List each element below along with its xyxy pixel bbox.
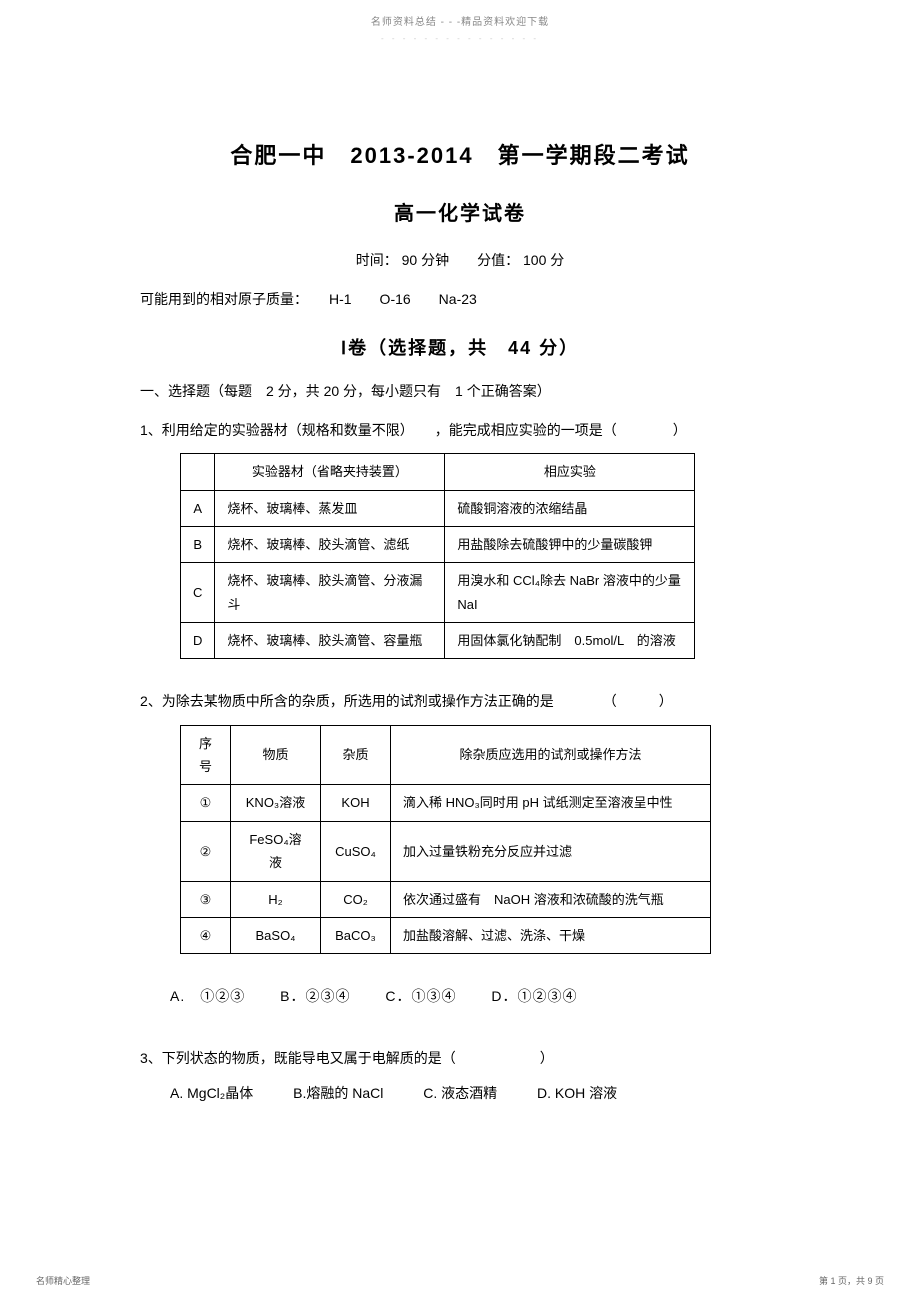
cell: 加盐酸溶解、过滤、洗涤、干燥 bbox=[391, 918, 711, 954]
table-row: B 烧杯、玻璃棒、胶头滴管、滤纸 用盐酸除去硫酸钾中的少量碳酸钾 bbox=[181, 526, 695, 562]
cell: ④ bbox=[181, 918, 231, 954]
cell: CO₂ bbox=[321, 881, 391, 917]
header-cell: 物质 bbox=[231, 725, 321, 785]
exam-subtitle: 高一化学试卷 bbox=[140, 196, 780, 232]
option-c: C．①③④ bbox=[385, 988, 456, 1004]
cell: H₂ bbox=[231, 881, 321, 917]
cell: 硫酸铜溶液的浓缩结晶 bbox=[445, 490, 695, 526]
cell: 依次通过盛有 NaOH 溶液和浓硫酸的洗气瓶 bbox=[391, 881, 711, 917]
table-row: C 烧杯、玻璃棒、胶头滴管、分液漏斗 用溴水和 CCl₄除去 NaBr 溶液中的… bbox=[181, 563, 695, 623]
exam-title: 合肥一中 2013-2014 第一学期段二考试 bbox=[140, 136, 780, 176]
footer-right: 第 1 页，共 9 页 bbox=[819, 1273, 884, 1289]
option-a: A. MgCl₂晶体 bbox=[170, 1085, 253, 1101]
header-cell: 相应实验 bbox=[445, 454, 695, 490]
instruction: 一、选择题（每题 2 分，共 20 分，每小题只有 1 个正确答案） bbox=[140, 379, 780, 404]
section-title: Ⅰ卷（选择题，共 44 分） bbox=[140, 332, 780, 364]
cell: 用固体氯化钠配制 0.5mol/L 的溶液 bbox=[445, 623, 695, 659]
content-area: 合肥一中 2013-2014 第一学期段二考试 高一化学试卷 时间： 90 分钟… bbox=[0, 46, 920, 1106]
cell: KOH bbox=[321, 785, 391, 821]
option-b: B.熔融的 NaCl bbox=[293, 1085, 383, 1101]
option-c: C. 液态酒精 bbox=[423, 1085, 497, 1101]
q3-stem: 3、下列状态的物质，既能导电又属于电解质的是（ ） bbox=[140, 1046, 780, 1071]
header-cell: 除杂质应选用的试剂或操作方法 bbox=[391, 725, 711, 785]
option-b: B．②③④ bbox=[280, 988, 350, 1004]
table-header-row: 序号 物质 杂质 除杂质应选用的试剂或操作方法 bbox=[181, 725, 711, 785]
cell: 用盐酸除去硫酸钾中的少量碳酸钾 bbox=[445, 526, 695, 562]
table-row: D 烧杯、玻璃棒、胶头滴管、容量瓶 用固体氯化钠配制 0.5mol/L 的溶液 bbox=[181, 623, 695, 659]
cell: BaSO₄ bbox=[231, 918, 321, 954]
q1-table: 实验器材（省略夹持装置） 相应实验 A 烧杯、玻璃棒、蒸发皿 硫酸铜溶液的浓缩结… bbox=[180, 453, 695, 659]
cell: 滴入稀 HNO₃同时用 pH 试纸测定至溶液呈中性 bbox=[391, 785, 711, 821]
cell: B bbox=[181, 526, 215, 562]
option-a: A. ①②③ bbox=[170, 988, 245, 1004]
q2-options: A. ①②③ B．②③④ C．①③④ D．①②③④ bbox=[170, 984, 780, 1009]
cell: ① bbox=[181, 785, 231, 821]
q2-stem: 2、为除去某物质中所含的杂质，所选用的试剂或操作方法正确的是 （ ） bbox=[140, 689, 780, 714]
table-row: A 烧杯、玻璃棒、蒸发皿 硫酸铜溶液的浓缩结晶 bbox=[181, 490, 695, 526]
footer-left: 名师精心整理 bbox=[36, 1273, 90, 1289]
table-header-row: 实验器材（省略夹持装置） 相应实验 bbox=[181, 454, 695, 490]
cell: 烧杯、玻璃棒、胶头滴管、容量瓶 bbox=[215, 623, 445, 659]
table-row: ④ BaSO₄ BaCO₃ 加盐酸溶解、过滤、洗涤、干燥 bbox=[181, 918, 711, 954]
cell: C bbox=[181, 563, 215, 623]
cell: 烧杯、玻璃棒、蒸发皿 bbox=[215, 490, 445, 526]
q3-options: A. MgCl₂晶体 B.熔融的 NaCl C. 液态酒精 D. KOH 溶液 bbox=[170, 1081, 780, 1106]
cell: ③ bbox=[181, 881, 231, 917]
header-cell bbox=[181, 454, 215, 490]
exam-meta: 时间： 90 分钟 分值： 100 分 bbox=[140, 248, 780, 273]
atomic-mass-note: 可能用到的相对原子质量： H-1 O-16 Na-23 bbox=[140, 287, 780, 312]
cell: A bbox=[181, 490, 215, 526]
cell: 用溴水和 CCl₄除去 NaBr 溶液中的少量 NaI bbox=[445, 563, 695, 623]
cell: ② bbox=[181, 821, 231, 881]
header-cell: 杂质 bbox=[321, 725, 391, 785]
cell: 烧杯、玻璃棒、胶头滴管、滤纸 bbox=[215, 526, 445, 562]
cell: FeSO₄溶液 bbox=[231, 821, 321, 881]
cell: 烧杯、玻璃棒、胶头滴管、分液漏斗 bbox=[215, 563, 445, 623]
option-d: D. KOH 溶液 bbox=[537, 1085, 617, 1101]
table-row: ② FeSO₄溶液 CuSO₄ 加入过量铁粉充分反应并过滤 bbox=[181, 821, 711, 881]
q2-table: 序号 物质 杂质 除杂质应选用的试剂或操作方法 ① KNO₃溶液 KOH 滴入稀… bbox=[180, 725, 711, 955]
cell: BaCO₃ bbox=[321, 918, 391, 954]
table-row: ③ H₂ CO₂ 依次通过盛有 NaOH 溶液和浓硫酸的洗气瓶 bbox=[181, 881, 711, 917]
header-dots: - - - - - - - - - - - - - - - bbox=[0, 32, 920, 46]
cell: D bbox=[181, 623, 215, 659]
option-d: D．①②③④ bbox=[491, 988, 577, 1004]
table-row: ① KNO₃溶液 KOH 滴入稀 HNO₃同时用 pH 试纸测定至溶液呈中性 bbox=[181, 785, 711, 821]
header-cell: 实验器材（省略夹持装置） bbox=[215, 454, 445, 490]
cell: KNO₃溶液 bbox=[231, 785, 321, 821]
cell: CuSO₄ bbox=[321, 821, 391, 881]
header-cell: 序号 bbox=[181, 725, 231, 785]
q1-stem: 1、利用给定的实验器材（规格和数量不限） ，能完成相应实验的一项是（ ） bbox=[140, 418, 780, 443]
cell: 加入过量铁粉充分反应并过滤 bbox=[391, 821, 711, 881]
header-text: 名师资料总结 - - -精品资料欢迎下载 bbox=[0, 0, 920, 32]
